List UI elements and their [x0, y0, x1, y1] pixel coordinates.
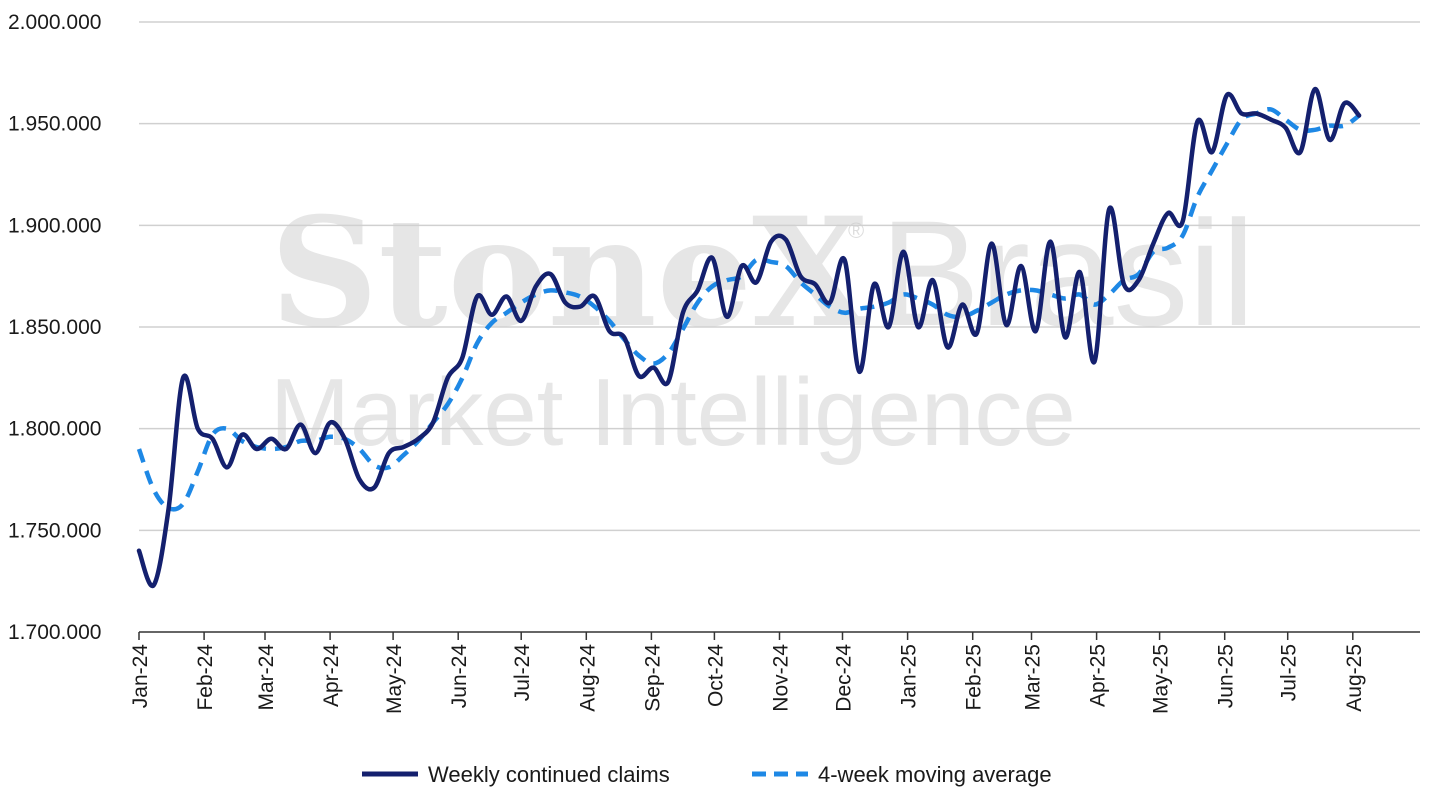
legend-label-weekly-claims: Weekly continued claims [428, 762, 670, 787]
x-tick-label: May-24 [383, 644, 406, 714]
legend: Weekly continued claims 4-week moving ave… [362, 762, 1052, 787]
y-tick-label: 1.900.000 [8, 214, 101, 237]
x-tick-label: Mar-24 [255, 644, 278, 711]
gridlines [139, 21, 1420, 532]
x-axis: Jan-24 Feb-24 Mar-24 Apr-24 May-24 Jun-24 Jul-… [129, 631, 1420, 714]
x-tick-label: Feb-24 [194, 644, 217, 711]
x-tick-label: Aug-25 [1343, 644, 1366, 712]
series-line-weekly-claims [136, 86, 1362, 589]
x-tick-label: May-25 [1150, 644, 1173, 714]
series-lines [136, 86, 1362, 589]
legend-label-moving-average: 4-week moving average [818, 762, 1052, 787]
y-tick-label: 1.850.000 [8, 316, 101, 339]
x-tick-label: Oct-24 [704, 644, 727, 707]
y-tick-label: 1.950.000 [8, 113, 101, 136]
x-tick-label: Apr-24 [320, 644, 343, 707]
x-tick-label: Jan-24 [129, 644, 152, 709]
x-tick-label: Dec-24 [833, 644, 856, 712]
x-tick-label: Feb-25 [963, 644, 986, 711]
x-tick-label: Jul-24 [511, 644, 534, 702]
x-tick-label: Aug-24 [576, 644, 599, 712]
x-tick-label: Nov-24 [770, 644, 793, 712]
x-tick-label: Apr-25 [1087, 644, 1110, 707]
x-tick-label: Jul-25 [1278, 644, 1301, 701]
x-tick-label: Jun-24 [448, 644, 471, 709]
x-tick-label: Mar-25 [1022, 644, 1045, 711]
x-tick-label: Jun-25 [1215, 644, 1238, 708]
y-axis-ticks: 1.700.000 1.750.000 1.800.000 1.850.000 1.90… [8, 11, 101, 644]
y-tick-label: 1.750.000 [8, 519, 101, 542]
y-tick-label: 1.800.000 [8, 418, 101, 441]
y-tick-label: 2.000.000 [8, 11, 101, 34]
watermark-brand: StoneX [270, 185, 869, 361]
x-tick-label: Jan-25 [898, 644, 921, 708]
y-tick-label: 1.700.000 [8, 621, 101, 644]
x-tick-label: Sep-24 [641, 644, 664, 712]
watermark-registered-mark: ® [848, 218, 864, 243]
